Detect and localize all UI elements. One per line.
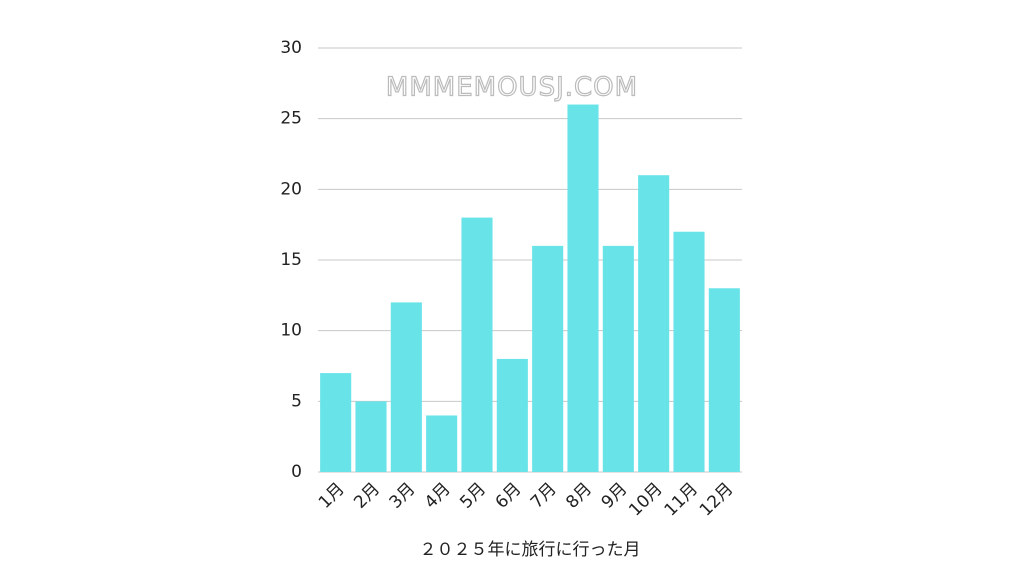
x-tick-label: 5月 xyxy=(456,479,490,513)
bar xyxy=(390,302,422,472)
y-tick-label: 30 xyxy=(280,38,302,58)
y-tick-label: 5 xyxy=(291,391,302,411)
x-tick-label: 4月 xyxy=(421,479,455,513)
bar xyxy=(320,373,352,472)
x-axis-title: ２０２５年に旅行に行った月 xyxy=(420,540,641,560)
bar xyxy=(673,231,705,472)
bar xyxy=(532,245,564,472)
x-tick-label: 7月 xyxy=(527,479,561,513)
bar xyxy=(355,401,387,472)
bar xyxy=(461,217,493,472)
x-tick-label: 6月 xyxy=(492,479,526,513)
x-tick-label: 10月 xyxy=(625,479,666,520)
x-tick-label: 2月 xyxy=(350,479,384,513)
y-tick-label: 20 xyxy=(280,179,302,199)
x-tick-label: 8月 xyxy=(562,479,596,513)
bar xyxy=(567,104,599,473)
y-tick-label: 25 xyxy=(280,109,302,129)
x-tick-label: 1月 xyxy=(315,479,349,513)
watermark: MMMEMOUSJ.COM xyxy=(386,73,638,103)
bar xyxy=(496,358,528,472)
y-tick-label: 0 xyxy=(291,462,302,482)
x-tick-label: 3月 xyxy=(386,479,420,513)
bar xyxy=(426,415,458,472)
x-tick-label: 12月 xyxy=(696,479,737,520)
y-tick-label: 15 xyxy=(280,250,302,270)
bar xyxy=(602,245,634,472)
bar xyxy=(708,288,740,472)
bar xyxy=(638,175,670,472)
y-tick-label: 10 xyxy=(280,321,302,341)
x-tick-label: 11月 xyxy=(661,479,702,520)
